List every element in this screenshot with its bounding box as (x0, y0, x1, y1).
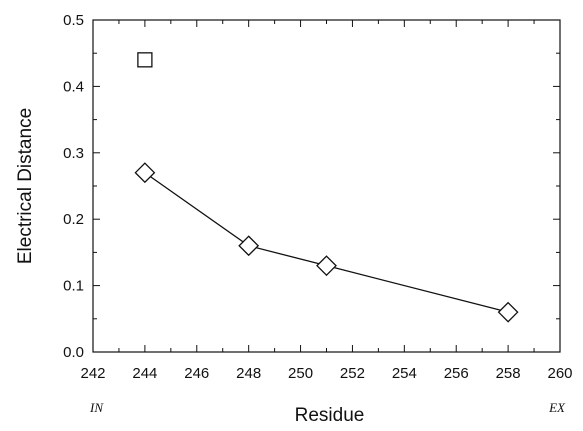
series-0 (134, 162, 519, 323)
ex-label: EX (548, 400, 566, 415)
y-tick-label: 0.1 (63, 278, 84, 295)
series-line (144, 172, 509, 313)
data-point-square (137, 52, 153, 68)
x-tick-label: 258 (496, 365, 521, 382)
x-tick-label: 250 (288, 365, 313, 382)
y-tick-label: 0.0 (63, 344, 84, 361)
series-1 (137, 52, 153, 68)
x-axis-title: Residue (295, 405, 365, 426)
x-tick-label: 244 (132, 365, 157, 382)
series-layer (134, 52, 519, 323)
x-tick-label: 260 (547, 365, 572, 382)
data-point-diamond (134, 162, 156, 184)
y-tick-label: 0.3 (63, 145, 84, 162)
y-tick-label: 0.5 (63, 12, 84, 29)
x-tick-label: 256 (444, 365, 469, 382)
x-tick-label: 254 (392, 365, 417, 382)
x-tick-label: 246 (184, 365, 209, 382)
y-axis-title: Electrical Distance (15, 108, 36, 264)
x-tick-label: 252 (340, 365, 365, 382)
data-point-diamond (497, 301, 519, 323)
data-point-diamond (316, 255, 337, 277)
y-tick-label: 0.4 (63, 78, 84, 95)
in-label: IN (89, 400, 104, 415)
ticks (92, 19, 561, 353)
x-tick-label: 248 (236, 365, 261, 382)
x-tick-label: 242 (80, 365, 105, 382)
y-tick-label: 0.2 (63, 211, 84, 228)
labels: 242 244 246 248 250 252 254 256 258 260 0.0 0.1 0.2 0… (15, 12, 573, 426)
data-point-diamond (238, 235, 260, 257)
